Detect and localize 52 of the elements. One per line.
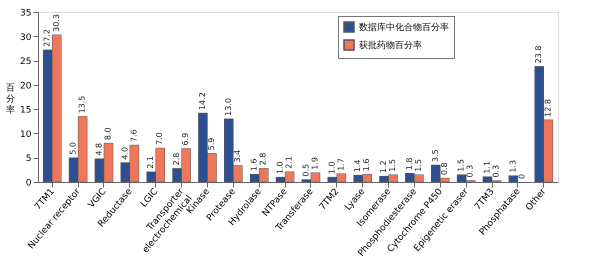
- text: 27.2: [42, 29, 52, 47]
- text: 0.3: [492, 164, 501, 178]
- text: 1.5: [388, 158, 398, 172]
- text: 13.0: [224, 98, 233, 116]
- text: 1.5: [414, 158, 423, 172]
- legend-label: 数据库中化合物百分率: [359, 22, 449, 33]
- y-axis-title: 百分率: [6, 84, 15, 116]
- text: 1.2: [379, 160, 388, 174]
- text: 1.3: [508, 160, 518, 173]
- text: 7.0: [155, 132, 164, 145]
- y-tick-label: 20: [20, 81, 32, 92]
- text: 14.2: [198, 92, 207, 110]
- bar: [508, 175, 518, 182]
- text: 4.0: [120, 146, 130, 160]
- text: 1.6: [362, 158, 372, 172]
- text: 1.0: [276, 161, 285, 174]
- text: 4.8: [94, 142, 104, 156]
- y-tick-label: 10: [20, 130, 32, 140]
- text: 8.0: [104, 127, 112, 140]
- text: 0.8: [440, 162, 449, 176]
- legend-label: 获批药物百分率: [359, 40, 422, 51]
- text: 1.5: [456, 158, 466, 172]
- y-tick-label: 0: [26, 178, 32, 188]
- text: 3.5: [430, 149, 440, 162]
- text: 2.8: [258, 152, 268, 166]
- text: 5.0: [68, 142, 78, 155]
- text: 1.1: [482, 160, 492, 174]
- text: 5.9: [206, 138, 216, 150]
- text: 12.8: [543, 99, 552, 117]
- y-tick-label: 25: [20, 57, 32, 68]
- text: 0.3: [466, 164, 475, 178]
- text: 1.0: [327, 161, 336, 174]
- y-tick-label: 30: [20, 32, 32, 43]
- text: 1.7: [336, 158, 346, 171]
- text: 2.8: [172, 152, 182, 166]
- text: 6.9: [181, 132, 190, 146]
- text: 1.9: [310, 157, 320, 170]
- text: 23.8: [534, 46, 544, 64]
- text: 1.4: [353, 159, 362, 172]
- text: 0.5: [301, 164, 310, 177]
- text: 2.1: [146, 156, 156, 169]
- text: 2.1: [284, 156, 294, 169]
- y-tick-label: 35: [20, 8, 32, 18]
- text: 13.5: [78, 96, 87, 114]
- y-tick-label: 5: [26, 154, 32, 164]
- text: 7.6: [129, 129, 138, 142]
- text: 0: [517, 174, 526, 179]
- text: 1.8: [404, 158, 414, 170]
- text: 3.4: [232, 150, 242, 162]
- text: 30.3: [52, 14, 61, 32]
- text: 1.6: [250, 158, 259, 172]
- y-tick-label: 15: [20, 106, 32, 116]
